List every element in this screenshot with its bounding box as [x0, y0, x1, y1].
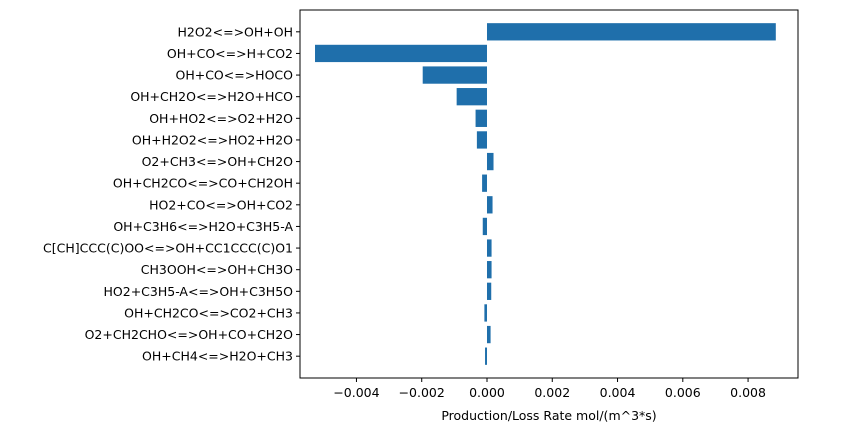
x-tick-label: 0.004 [600, 385, 636, 400]
bar [456, 88, 487, 106]
plot-frame [299, 9, 799, 379]
bar [485, 347, 487, 365]
bar [482, 174, 487, 192]
bar [422, 66, 487, 84]
bar [484, 304, 487, 322]
x-tick-label: −0.002 [399, 385, 445, 400]
x-axis-label: Production/Loss Rate mol/(m^3*s) [441, 408, 656, 423]
bar [476, 131, 487, 149]
y-tick-label: OH+HO2<=>O2+H2O [149, 111, 293, 126]
bar [486, 325, 491, 344]
y-tick-label: HO2+CO<=>OH+CO2 [149, 197, 293, 212]
x-tick-label: 0.000 [469, 385, 505, 400]
y-tick-label: OH+CO<=>HOCO [175, 68, 293, 83]
bar [475, 109, 487, 127]
bar [486, 282, 492, 300]
y-tick-label: OH+CO<=>H+CO2 [167, 46, 293, 61]
y-tick-label: OH+CH2O<=>H2O+HCO [130, 89, 293, 104]
x-tick-label: −0.004 [333, 385, 379, 400]
bar [482, 217, 487, 236]
y-tick-label: O2+CH2CHO<=>OH+CO+CH2O [85, 327, 294, 342]
bars-group [315, 23, 776, 365]
y-tick-label: H2O2<=>OH+OH [177, 24, 293, 39]
x-tick-label: 0.008 [730, 385, 766, 400]
y-tick-label: OH+CH2CO<=>CO+CH2OH [113, 176, 293, 191]
y-tick-label: OH+CH4<=>H2O+CH3 [142, 349, 293, 364]
x-tick-label: 0.006 [665, 385, 701, 400]
y-tick-label: C[CH]CCC(C)OO<=>OH+CC1CCC(C)O1 [43, 241, 293, 256]
y-tick-label: OH+C3H6<=>H2O+C3H5-A [113, 219, 293, 234]
bar [486, 261, 492, 279]
bar [486, 239, 492, 257]
y-axis-ticks: H2O2<=>OH+OH OH+CO<=>H+CO2 OH+CO<=>HOCO OH+… [43, 24, 300, 364]
bar [486, 196, 493, 214]
bar [486, 23, 776, 41]
y-tick-label: O2+CH3<=>OH+CH2O [142, 154, 294, 169]
y-tick-label: HO2+C3H5-A<=>OH+C3H5O [104, 284, 294, 299]
x-tick-label: 0.002 [534, 385, 570, 400]
y-tick-label: OH+H2O2<=>HO2+H2O [132, 132, 293, 147]
bar [486, 152, 494, 171]
x-axis-ticks: −0.004 −0.002 0.000 0.002 0.004 0.006 0.008 [333, 378, 766, 400]
bar [315, 44, 487, 63]
y-tick-label: OH+CH2CO<=>CO2+CH3 [124, 305, 293, 320]
y-tick-label: CH3OOH<=>OH+CH3O [141, 262, 293, 277]
